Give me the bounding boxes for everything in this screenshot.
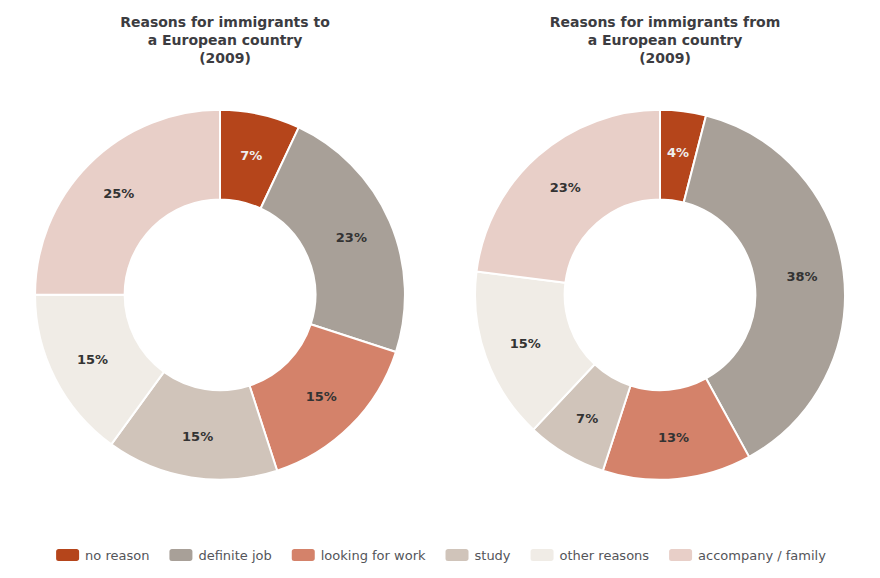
svg-text:4%: 4% [667,145,689,160]
svg-text:15%: 15% [182,429,213,444]
svg-text:accompany / family: accompany / family [698,548,826,563]
svg-text:a European country: a European country [588,32,743,48]
svg-text:study: study [475,548,511,563]
svg-text:Reasons for immigrants to: Reasons for immigrants to [120,14,330,30]
svg-text:7%: 7% [576,411,598,426]
svg-text:23%: 23% [550,180,581,195]
svg-text:Reasons for immigrants from: Reasons for immigrants from [550,14,781,30]
svg-text:a European country: a European country [148,32,303,48]
svg-text:15%: 15% [77,352,108,367]
svg-text:other reasons: other reasons [560,548,650,563]
svg-text:23%: 23% [336,230,367,245]
svg-text:no reason: no reason [85,548,149,563]
svg-text:7%: 7% [240,148,262,163]
svg-text:15%: 15% [510,336,541,351]
svg-text:38%: 38% [786,269,817,284]
svg-text:25%: 25% [103,186,134,201]
svg-text:definite job: definite job [198,548,271,563]
svg-text:(2009): (2009) [639,50,691,66]
svg-text:13%: 13% [658,430,689,445]
svg-text:(2009): (2009) [199,50,251,66]
svg-text:15%: 15% [306,389,337,404]
svg-text:looking for work: looking for work [321,548,426,563]
